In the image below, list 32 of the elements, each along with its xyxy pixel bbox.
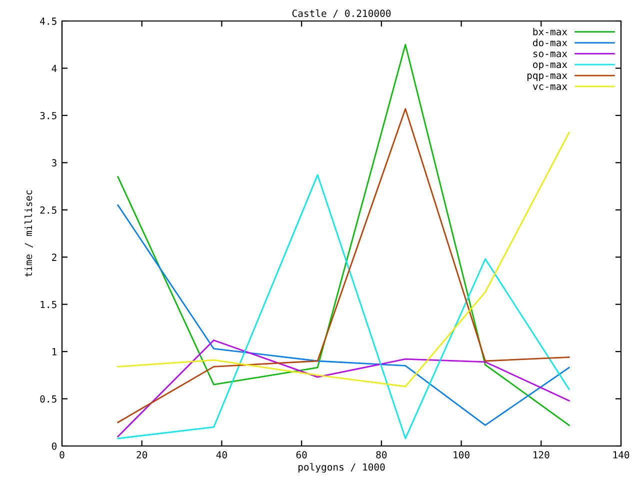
y-tick-label: 1.5 [40, 300, 56, 308]
x-tick-label: 20 [136, 451, 148, 458]
y-tick-label: 4.5 [40, 18, 56, 25]
x-tick-label: 60 [296, 451, 307, 458]
x-tick-label: 80 [376, 451, 387, 458]
x-tick-label: 0 [60, 451, 64, 458]
x-tick-label: 40 [216, 451, 227, 458]
line-series [117, 108, 570, 424]
x-tick-label: 120 [534, 451, 550, 458]
legend-label: do-max [532, 38, 568, 46]
y-tick-label: 2 [52, 254, 56, 261]
y-tick-label: 3.5 [40, 112, 56, 120]
y-tick-label: 3 [52, 159, 56, 167]
x-axis-title: polygons / 1000 [298, 463, 385, 473]
y-tick-label: 1 [52, 348, 56, 356]
legend-label: so-max [533, 52, 568, 58]
line-series [117, 132, 570, 388]
legend-label: pqp-max [527, 73, 568, 81]
legend-label: op-max [533, 62, 568, 70]
line-series [117, 174, 570, 440]
line-series [117, 204, 570, 426]
legend-label: vc-max [532, 84, 568, 90]
x-tick-label: 140 [613, 451, 630, 458]
y-axis-title: time / millisec [24, 190, 33, 277]
chart-title: Castle / 0.210000 [292, 9, 391, 18]
x-tick-label: 100 [454, 451, 470, 458]
y-tick-label: 2.5 [40, 206, 56, 214]
y-tick-label: 0.5 [40, 395, 56, 403]
y-tick-label: 0 [52, 442, 57, 450]
line-series [117, 340, 570, 438]
y-tick-label: 4 [52, 64, 57, 72]
legend-label: bx-max [533, 28, 568, 36]
